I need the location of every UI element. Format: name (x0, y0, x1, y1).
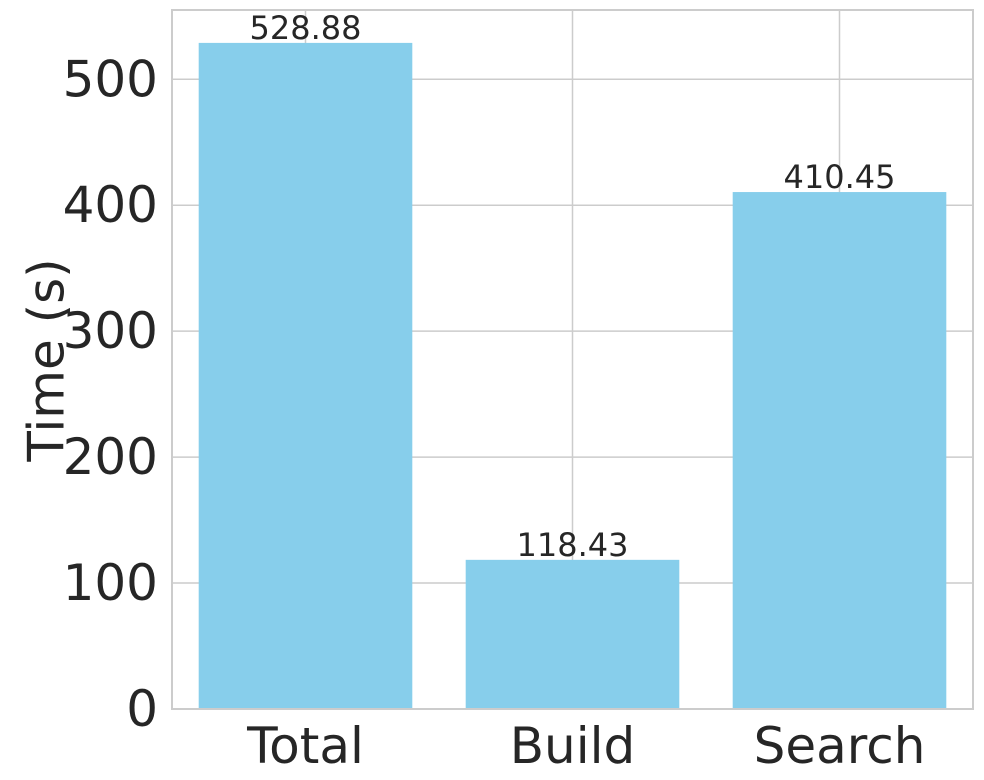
data-labels: 528.88 118.43 410.45 (250, 9, 896, 564)
bar-total (198, 42, 413, 709)
data-label-total: 528.88 (250, 9, 362, 47)
bar-search (732, 192, 947, 709)
y-axis-ticks: 0 100 200 300 400 500 (63, 50, 158, 738)
y-tick-label-200: 200 (63, 428, 158, 486)
y-axis-title: Time (s) (18, 258, 76, 462)
x-tick-label-search: Search (754, 717, 926, 775)
y-tick-label-400: 400 (63, 176, 158, 234)
y-tick-label-100: 100 (63, 554, 158, 612)
bar-build (465, 559, 680, 709)
x-tick-label-total: Total (246, 717, 364, 775)
y-tick-label-0: 0 (126, 680, 158, 738)
x-tick-label-build: Build (510, 717, 636, 775)
bars (198, 42, 947, 709)
data-label-build: 118.43 (517, 526, 629, 564)
y-tick-label-500: 500 (63, 50, 158, 108)
data-label-search: 410.45 (784, 158, 896, 196)
x-axis-ticks: Total Build Search (246, 717, 925, 775)
plot-frame (171, 9, 974, 710)
y-tick-label-300: 300 (63, 302, 158, 360)
